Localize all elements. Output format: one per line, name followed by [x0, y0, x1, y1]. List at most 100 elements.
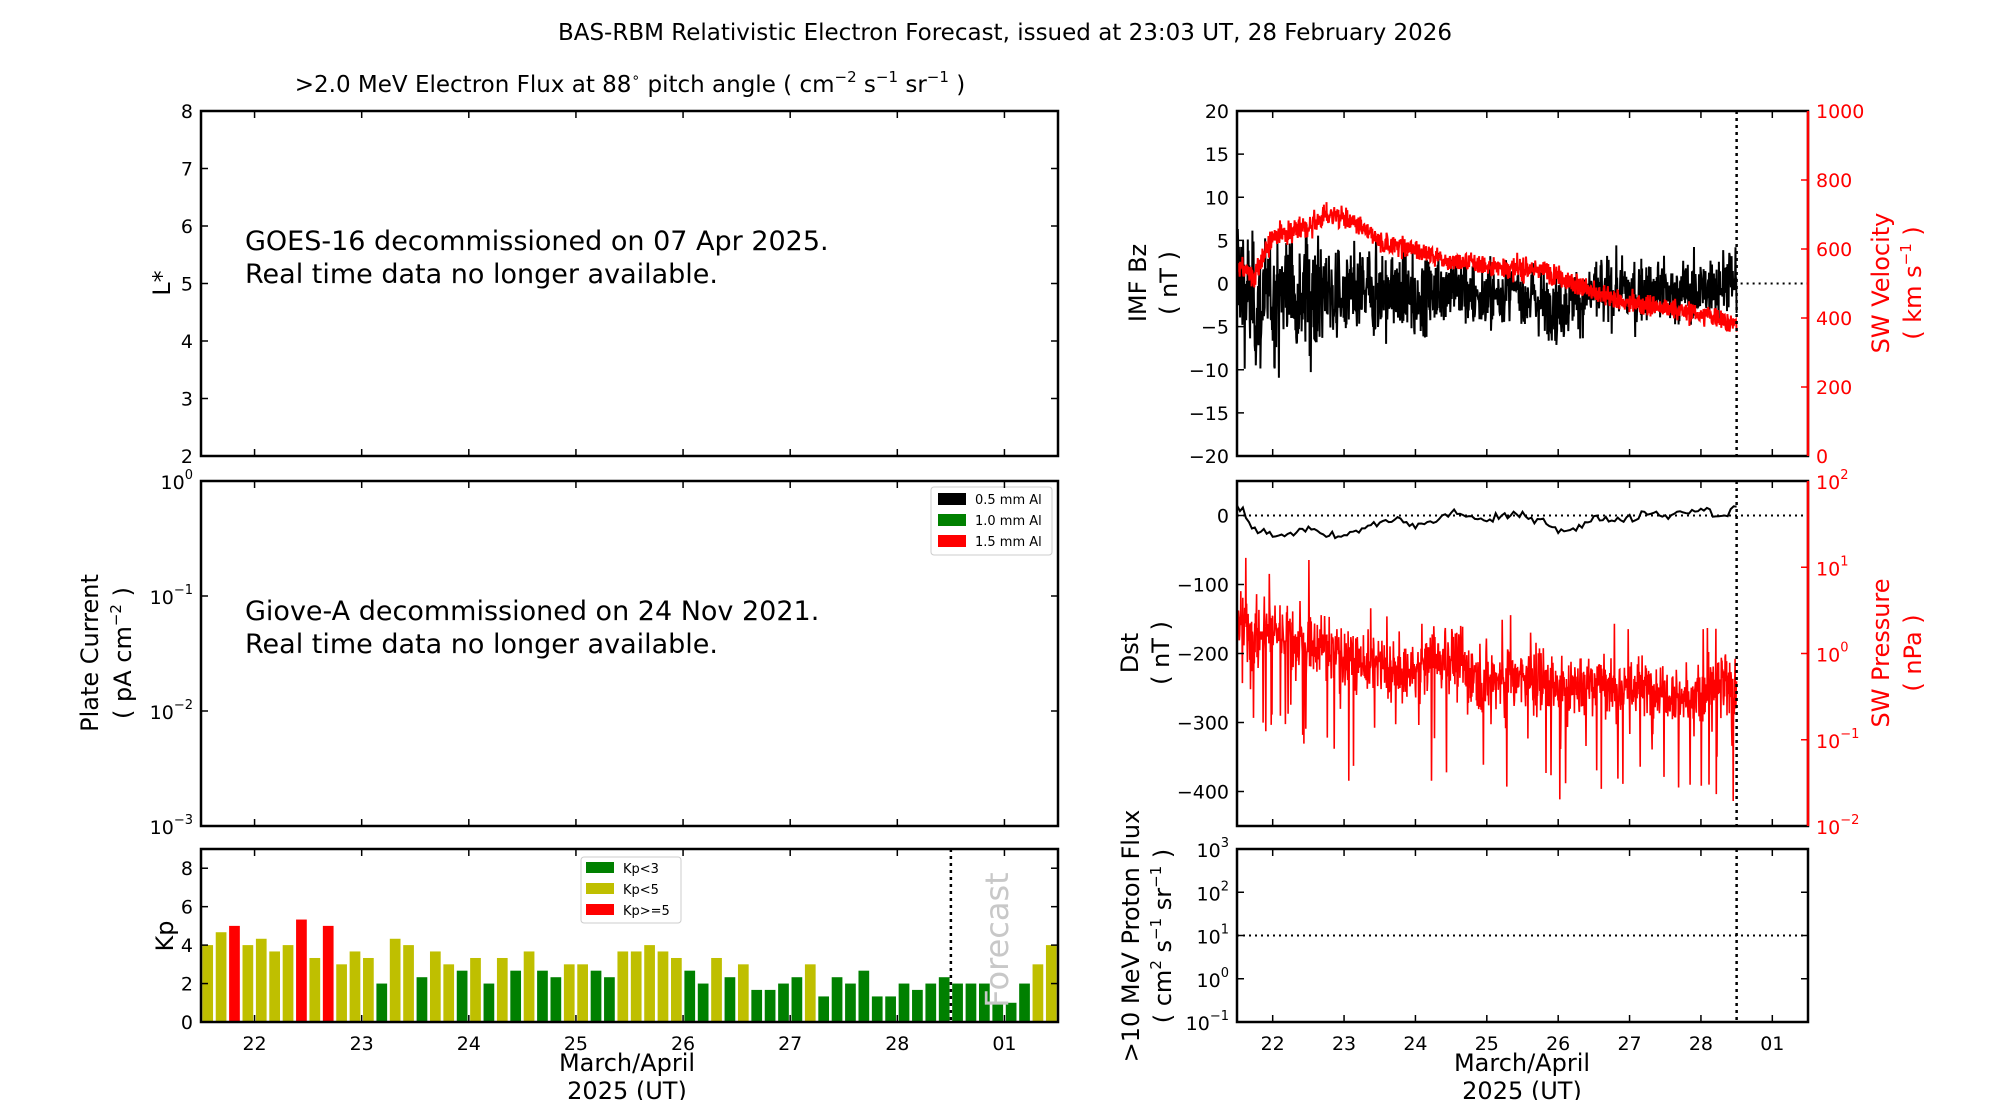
kp-bar: [269, 951, 281, 1022]
y-tick-label: 102: [1816, 468, 1848, 494]
electron-ylabel: L*: [148, 270, 176, 295]
electron-message-line1: GOES-16 decommissioned on 07 Apr 2025.: [245, 226, 829, 257]
kp-bar: [229, 925, 240, 1022]
y-tick-label: −300: [1177, 713, 1229, 735]
imf-bz-line: [1236, 224, 1738, 378]
x-tick-label: 01: [992, 1033, 1016, 1055]
kp-bar: [349, 951, 361, 1022]
kp-bar: [590, 970, 602, 1022]
legend-swatch-1.0mm: [938, 514, 966, 526]
kp-bar: [697, 983, 709, 1022]
kp-xlabel-line2: 2025 (UT): [567, 1077, 687, 1100]
kp-bar: [630, 951, 642, 1022]
y-tick-label: 4: [181, 331, 193, 353]
kp-bar: [604, 977, 615, 1022]
kp-bar: [363, 957, 374, 1022]
kp-bar: [671, 957, 682, 1022]
sw-velocity-ylabel-line1: SW Velocity: [1867, 213, 1895, 354]
y-tick-label: 2: [181, 974, 193, 996]
kp-bar: [429, 951, 441, 1022]
kp-bar: [818, 996, 830, 1022]
kp-bar: [751, 989, 763, 1022]
y-tick-label: −400: [1177, 782, 1229, 804]
plate-ylabel-line2: ( pA cm−2 ): [107, 587, 137, 719]
y-tick-label: 600: [1816, 239, 1852, 261]
kp-bar: [711, 957, 722, 1022]
kp-bar: [296, 919, 307, 1022]
x-tick-label: 26: [671, 1033, 695, 1055]
kp-bar: [1005, 1002, 1017, 1022]
y-tick-label: 10−3: [150, 813, 193, 839]
y-tick-label: 101: [1197, 923, 1229, 949]
kp-forecast-label: Forecast: [978, 872, 1016, 1007]
plate-legend: 0.5 mm Al 1.0 mm Al 1.5 mm Al: [930, 486, 1053, 556]
kp-bar: [577, 964, 588, 1022]
plate-message-line1: Giove-A decommissioned on 24 Nov 2021.: [245, 596, 819, 627]
legend-label-kp-mid: Kp<5: [623, 883, 659, 898]
imf-ylabel-line1: IMF Bz: [1124, 244, 1152, 322]
kp-bar: [938, 977, 950, 1022]
y-tick-label: −5: [1201, 317, 1229, 339]
x-tick-label: 25: [564, 1033, 588, 1055]
legend-label-1.0mm: 1.0 mm Al: [975, 514, 1042, 529]
y-tick-label: 10−1: [150, 583, 193, 609]
kp-bar: [1019, 983, 1030, 1022]
kp-bar: [403, 945, 414, 1022]
kp-bar: [322, 925, 334, 1022]
kp-bar: [791, 977, 803, 1022]
y-tick-label: 0: [1217, 506, 1229, 528]
y-tick-label: 100: [1816, 641, 1848, 667]
kp-bar: [965, 983, 977, 1022]
legend-swatch-kp-mid: [586, 883, 614, 894]
proton-xlabel-line1: March/April: [1454, 1049, 1590, 1077]
y-tick-label: −200: [1177, 644, 1229, 666]
kp-bar: [537, 970, 548, 1022]
x-tick-label: 01: [1760, 1033, 1784, 1055]
legend-swatch-kp-high: [586, 904, 614, 915]
kp-bar: [885, 996, 896, 1022]
kp-bar: [376, 983, 388, 1022]
y-tick-label: 5: [181, 274, 193, 296]
kp-bar: [831, 977, 843, 1022]
y-tick-label: 4: [181, 935, 193, 957]
dst-ylabel-line2: ( nT ): [1147, 621, 1175, 685]
y-tick-label: 1000: [1816, 101, 1864, 123]
kp-bar: [978, 983, 990, 1022]
dst-ylabel-line1: Dst: [1116, 633, 1144, 673]
y-tick-label: 10−2: [1816, 813, 1859, 839]
kp-bar: [657, 951, 669, 1022]
kp-bar: [470, 957, 481, 1022]
sw-pressure-line: [1236, 557, 1738, 802]
kp-bar: [523, 951, 535, 1022]
x-tick-label: 27: [778, 1033, 802, 1055]
imf-ylabel-line2: ( nT ): [1155, 251, 1183, 315]
kp-bar: [242, 945, 254, 1022]
y-tick-label: 100: [161, 468, 193, 494]
sw-pressure-ylabel-line1: SW Pressure: [1867, 578, 1895, 727]
y-tick-label: 100: [1197, 966, 1229, 992]
kp-bar: [858, 970, 870, 1022]
kp-bar: [737, 964, 749, 1022]
y-tick-label: 10−1: [1816, 727, 1859, 753]
x-tick-label: 28: [1689, 1033, 1713, 1055]
legend-label-1.5mm: 1.5 mm Al: [975, 535, 1042, 550]
dst-line: [1236, 505, 1737, 540]
kp-bar: [992, 1002, 1004, 1022]
kp-bar: [925, 983, 937, 1022]
x-tick-label: 23: [1332, 1033, 1356, 1055]
legend-swatch-1.5mm: [938, 535, 966, 547]
kp-bar: [845, 983, 856, 1022]
dst-sw-pressure-panel: −400 −300 −200 −100 0 10−2 10−1 100 101 102 Dst (…: [1116, 468, 1927, 839]
y-tick-label: 800: [1816, 170, 1852, 192]
y-tick-label: 200: [1816, 377, 1852, 399]
kp-bar: [456, 970, 468, 1022]
electron-message-line2: Real time data no longer available.: [245, 259, 718, 290]
kp-bar: [416, 977, 428, 1022]
y-tick-label: 103: [1197, 836, 1229, 862]
y-tick-label: 400: [1816, 308, 1852, 330]
kp-bar: [336, 964, 347, 1022]
x-tick-label: 24: [1403, 1033, 1427, 1055]
